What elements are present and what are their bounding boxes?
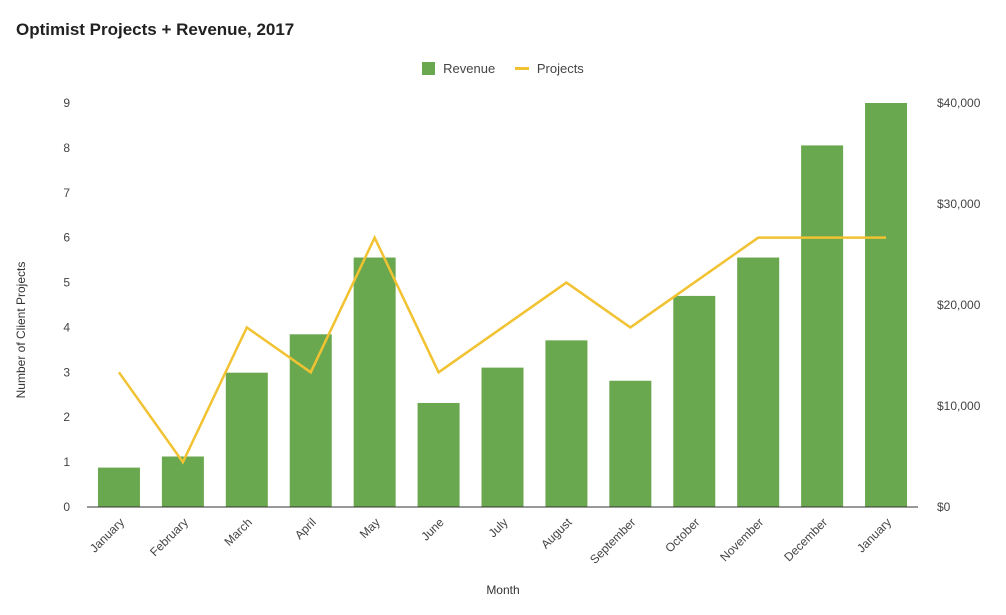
- right-tick-label: $20,000: [937, 298, 981, 312]
- revenue-bar[interactable]: [545, 340, 588, 507]
- revenue-bar[interactable]: [609, 380, 652, 507]
- left-tick-label: 1: [63, 455, 70, 469]
- left-tick-label: 2: [63, 410, 70, 424]
- x-tick-label: March: [221, 515, 254, 548]
- revenue-bar[interactable]: [225, 372, 268, 507]
- x-tick-label: December: [781, 515, 830, 564]
- left-tick-label: 4: [63, 320, 70, 334]
- x-axis-label: Month: [486, 583, 519, 597]
- x-tick-label: October: [662, 515, 702, 555]
- revenue-bar[interactable]: [865, 103, 908, 507]
- y-axis-label: Number of Client Projects: [14, 262, 28, 399]
- x-tick-label: July: [486, 515, 511, 540]
- legend-label-revenue: Revenue: [443, 61, 496, 77]
- revenue-bar[interactable]: [353, 257, 396, 507]
- right-tick-label: $40,000: [937, 96, 981, 110]
- legend-swatch-projects: [514, 67, 529, 71]
- revenue-bar[interactable]: [737, 257, 780, 507]
- left-tick-label: 5: [63, 276, 70, 290]
- revenue-bar[interactable]: [673, 295, 716, 507]
- revenue-bar[interactable]: [801, 145, 844, 508]
- x-tick-label: May: [357, 515, 383, 541]
- legend-item-revenue[interactable]: Revenue: [422, 61, 495, 76]
- right-tick-label: $0: [937, 500, 951, 514]
- left-tick-label: 9: [63, 96, 70, 110]
- chart-title: Optimist Projects + Revenue, 2017: [16, 20, 295, 39]
- left-tick-label: 0: [63, 500, 70, 514]
- left-tick-label: 6: [63, 231, 70, 245]
- x-tick-label: February: [147, 515, 191, 559]
- x-tick-label: August: [538, 515, 575, 552]
- legend-label-projects: Projects: [536, 61, 584, 77]
- revenue-bar[interactable]: [481, 367, 524, 507]
- left-axis-ticks: 0 1 2 3 4 5 6 7 8 9: [63, 96, 70, 514]
- x-tick-label: April: [292, 515, 319, 542]
- right-tick-label: $30,000: [937, 197, 981, 211]
- x-axis-ticks: January February March April May June July Augu…: [87, 515, 894, 567]
- revenue-bar[interactable]: [161, 456, 204, 508]
- x-tick-label: January: [854, 515, 894, 555]
- right-tick-label: $10,000: [937, 399, 981, 413]
- right-axis-ticks: $0 $10,000 $20,000 $30,000 $40,000: [937, 96, 981, 514]
- x-tick-label: January: [87, 515, 127, 555]
- x-tick-label: June: [418, 515, 447, 544]
- x-tick-label: September: [587, 515, 638, 566]
- x-tick-label: November: [717, 515, 766, 564]
- left-tick-label: 3: [63, 365, 70, 379]
- legend: Revenue Projects: [0, 60, 1006, 76]
- legend-swatch-revenue: [422, 62, 436, 76]
- legend-item-projects[interactable]: Projects: [514, 61, 584, 77]
- revenue-bar[interactable]: [417, 402, 460, 507]
- left-tick-label: 7: [63, 186, 70, 200]
- projects-line: [117, 234, 887, 465]
- left-tick-label: 8: [63, 141, 70, 155]
- revenue-bar[interactable]: [97, 467, 140, 507]
- revenue-bars: [97, 103, 908, 508]
- revenue-bar[interactable]: [289, 334, 332, 507]
